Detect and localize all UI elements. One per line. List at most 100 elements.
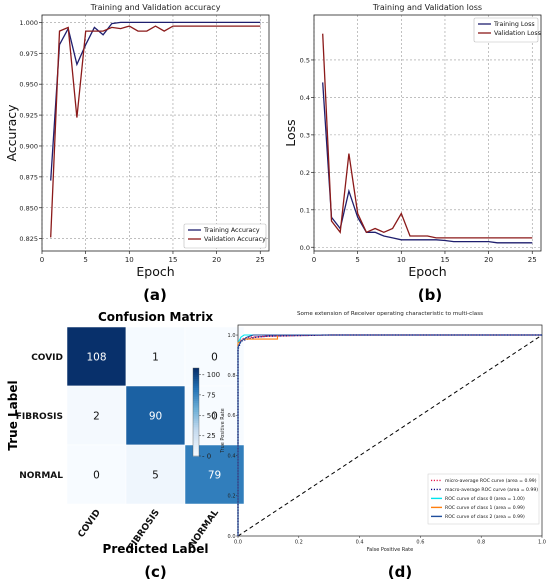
colorbar-segment [193, 392, 199, 395]
matrix-cell-value: 1 [152, 352, 159, 364]
colorbar-segment [193, 431, 199, 435]
y-tick-label: 0.825 [19, 235, 38, 243]
row-label: NORMAL [19, 471, 63, 481]
legend-entry: Training Loss [493, 21, 535, 28]
x-tick-label: 1.0 [538, 540, 546, 546]
series-line-1 [322, 82, 533, 244]
colorbar-segment [193, 387, 199, 391]
colorbar-segment [193, 403, 199, 406]
colorbar-segment [193, 442, 199, 446]
roc-curve-5 [237, 334, 542, 536]
x-axis-label: Epoch [408, 264, 446, 279]
colorbar-segment [193, 370, 199, 373]
matrix-cell [66, 385, 127, 446]
matrix-cell [125, 444, 186, 505]
y-tick-label: 1.000 [19, 19, 38, 27]
colorbar-segment [193, 418, 199, 422]
colorbar-segment [193, 453, 199, 457]
series-line-1 [50, 21, 261, 181]
y-tick-label: 0.850 [19, 204, 38, 212]
plot-frame [41, 14, 270, 252]
x-tick-label: 5 [83, 256, 87, 264]
chart-title: Training and Validation accuracy [90, 3, 221, 12]
series-line-2 [322, 33, 533, 239]
colorbar-segment [193, 416, 199, 419]
chance-diagonal [237, 334, 543, 537]
roc-curve-4 [237, 334, 542, 536]
y-tick-label: 0.975 [19, 50, 38, 58]
legend-box [427, 473, 540, 525]
legend-entry: Training Accuracy [203, 227, 260, 234]
colorbar-segment [193, 405, 199, 408]
colorbar-tick-label: - 100 [202, 371, 220, 379]
colorbar-segment [193, 401, 199, 404]
colorbar-segment [193, 383, 199, 386]
colorbar-segment [193, 429, 199, 433]
colorbar-segment [193, 376, 199, 380]
panel-roc-chart: Some extension of Receiver operating cha… [220, 311, 546, 581]
matrix-cell-value: 2 [93, 411, 100, 423]
panel-label: (d) [388, 563, 412, 581]
colorbar-segment [193, 436, 199, 439]
colorbar-segment [193, 414, 199, 417]
x-axis-label: Epoch [136, 264, 174, 279]
matrix-cell-value: 79 [208, 470, 221, 482]
x-tick-label: 25 [256, 256, 265, 264]
colorbar-tick-label: - 25 [202, 432, 216, 440]
y-tick-label: 0.5 [300, 56, 310, 64]
matrix-cell [66, 444, 127, 505]
x-axis-label: Predicted Label [103, 542, 209, 556]
y-tick-label: 0.1 [300, 206, 310, 214]
colorbar-segment [193, 381, 199, 384]
colorbar-segment [193, 427, 199, 430]
colorbar-segment [193, 445, 199, 448]
series-line-2 [50, 25, 261, 238]
y-tick-label: 0.8 [228, 373, 236, 379]
matrix-cell-value: 0 [93, 470, 100, 482]
colorbar-segment [193, 396, 199, 400]
colorbar-segment [193, 420, 199, 424]
y-tick-label: 0.0 [300, 244, 310, 252]
legend-entry: Validation Loss [494, 30, 541, 37]
x-tick-label: 20 [484, 256, 493, 264]
colorbar-segment [193, 409, 199, 413]
chart-title: Some extension of Receiver operating cha… [297, 311, 483, 317]
y-tick-label: 0.3 [300, 131, 310, 139]
colorbar-segment [193, 379, 199, 382]
row-label: COVID [31, 353, 63, 363]
chart-title: Training and Validation loss [372, 3, 482, 12]
y-tick-label: 0.875 [19, 173, 38, 181]
x-tick-label: 20 [212, 256, 221, 264]
panel-label: (b) [418, 286, 442, 304]
colorbar-segment [193, 451, 199, 455]
y-axis-label: Accuracy [4, 104, 19, 162]
legend-entry: ROC curve of class 0 (area = 1.00) [445, 496, 525, 502]
colorbar-segment [193, 372, 199, 375]
colorbar-frame [192, 367, 200, 457]
y-tick-label: 0.4 [228, 453, 236, 459]
x-tick-label: 0.8 [477, 540, 485, 546]
x-tick-label: 0.6 [416, 540, 424, 546]
colorbar-segment [193, 390, 199, 393]
legend-entry: micro-average ROC curve (area = 0.99) [445, 478, 537, 484]
colorbar-segment [193, 368, 199, 371]
x-tick-label: 10 [125, 256, 134, 264]
y-tick-label: 0.0 [228, 534, 236, 540]
y-axis-label: Loss [283, 119, 298, 146]
colorbar-tick-label: - 0 [202, 453, 211, 461]
colorbar-segment [193, 423, 199, 426]
column-label: COVID [77, 508, 103, 540]
colorbar-segment [193, 412, 199, 415]
plot-frame [313, 14, 542, 252]
x-axis-label: False Positive Rate [367, 547, 413, 553]
x-tick-label: 10 [397, 256, 406, 264]
matrix-cell-value: 0 [211, 352, 218, 364]
y-tick-label: 0.6 [228, 413, 236, 419]
y-tick-label: 0.2 [300, 169, 310, 177]
colorbar-segment [193, 449, 199, 452]
colorbar-segment [193, 385, 199, 389]
y-tick-label: 0.4 [300, 94, 310, 102]
colorbar-segment [193, 440, 199, 444]
x-tick-label: 25 [528, 256, 537, 264]
matrix-cell [125, 326, 186, 387]
